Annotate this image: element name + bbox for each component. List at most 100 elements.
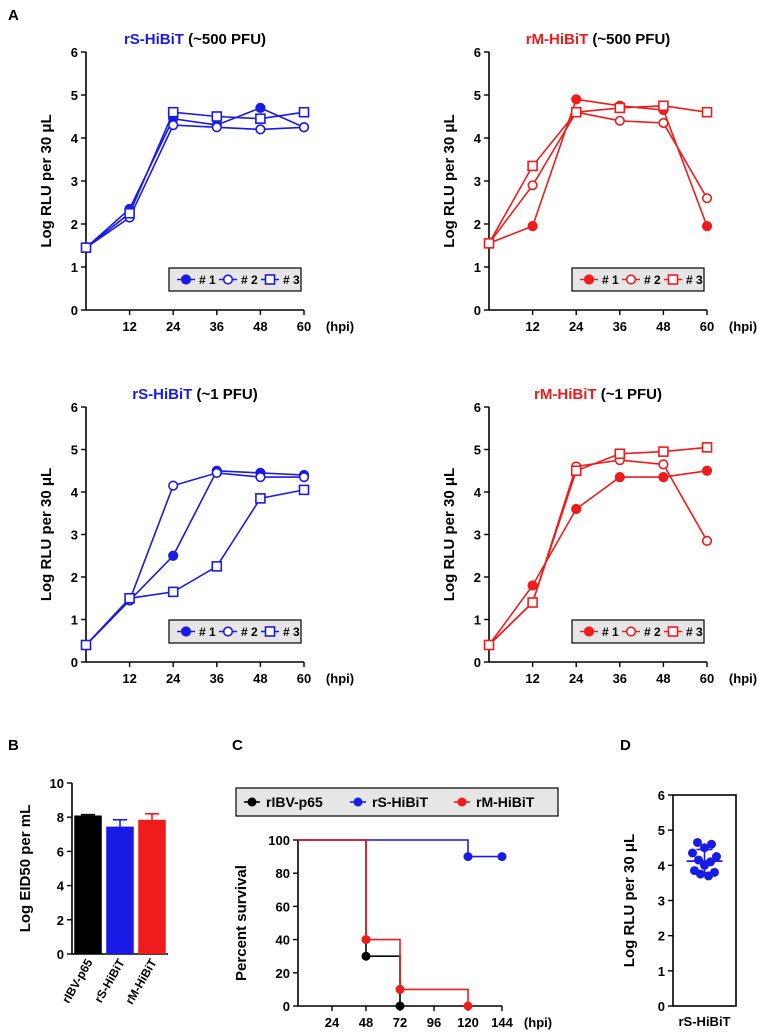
x-tick-label: 60 bbox=[700, 671, 714, 686]
data-point bbox=[701, 193, 713, 204]
data-point bbox=[255, 472, 266, 483]
category-label: rS-HiBiT bbox=[91, 956, 127, 1005]
y-tick-label: 4 bbox=[71, 131, 79, 146]
series-line-2 bbox=[488, 111, 708, 244]
data-point bbox=[211, 467, 222, 478]
survival-point bbox=[361, 935, 371, 945]
x-tick-label: 12 bbox=[122, 671, 136, 686]
data-point bbox=[211, 111, 223, 122]
x-tick-label: 36 bbox=[210, 671, 224, 686]
series-line-1 bbox=[488, 98, 708, 245]
chart-title-strain: rS-HiBiT bbox=[132, 386, 192, 403]
data-point bbox=[483, 238, 495, 249]
y-tick-label: 0 bbox=[658, 999, 665, 1014]
data-point bbox=[124, 207, 135, 219]
y-tick-label: 5 bbox=[474, 443, 481, 458]
x-tick-label: 144 bbox=[491, 1015, 513, 1030]
data-point bbox=[571, 94, 582, 105]
legend-label: rIBV-p65 bbox=[266, 794, 323, 810]
panel-label-b: B bbox=[8, 737, 19, 754]
series-line-3 bbox=[85, 111, 305, 249]
data-point bbox=[168, 480, 179, 491]
legend-label: # 3 bbox=[283, 273, 300, 287]
chart-title-dose: (~500 PFU) bbox=[588, 31, 670, 48]
x-unit-label: (hpi) bbox=[524, 1015, 552, 1030]
y-tick-label: 4 bbox=[474, 485, 482, 500]
x-tick-label: 24 bbox=[569, 319, 584, 334]
y-axis-title: Log RLU per 30 μL bbox=[621, 834, 638, 967]
data-point bbox=[614, 472, 625, 483]
y-tick-label: 6 bbox=[658, 788, 665, 803]
data-point bbox=[658, 459, 669, 470]
x-tick-label: 24 bbox=[569, 671, 584, 686]
legend-label: # 1 bbox=[199, 273, 216, 287]
y-tick-label: 3 bbox=[474, 528, 481, 543]
panel-label-d: D bbox=[620, 737, 631, 754]
x-tick-label: 12 bbox=[122, 319, 136, 334]
x-unit-label: (hpi) bbox=[729, 671, 757, 686]
y-axis-title: Log EID50 per mL bbox=[17, 805, 34, 933]
data-point bbox=[168, 119, 179, 131]
y-tick-label: 100 bbox=[268, 833, 290, 848]
data-point bbox=[701, 535, 713, 546]
data-point bbox=[658, 100, 669, 112]
legend-label: # 3 bbox=[283, 625, 300, 639]
y-tick-label: 1 bbox=[474, 260, 481, 275]
y-tick-label: 2 bbox=[658, 929, 665, 944]
legend-marker bbox=[222, 274, 234, 285]
x-tick-label: 48 bbox=[253, 671, 267, 686]
x-tick-label: 60 bbox=[297, 319, 311, 334]
data-point bbox=[527, 580, 538, 591]
data-point bbox=[658, 117, 669, 129]
data-point bbox=[298, 106, 310, 118]
y-axis-title: Log RLU per 30 μL bbox=[441, 114, 458, 247]
data-point bbox=[693, 837, 702, 847]
y-tick-label: 1 bbox=[658, 964, 665, 979]
survival-point bbox=[395, 1001, 405, 1011]
y-tick-label: 2 bbox=[474, 217, 481, 232]
survival-chart: 0 20 40 60 80 100 24 48 72 96 120 144 (hpi) Percent s… bbox=[233, 787, 559, 1030]
x-tick-label: 72 bbox=[393, 1015, 407, 1030]
plot-frame bbox=[672, 794, 737, 1007]
data-point bbox=[701, 106, 713, 118]
legend-label: # 3 bbox=[686, 273, 703, 287]
x-unit-label: (hpi) bbox=[326, 671, 354, 686]
survival-line bbox=[298, 839, 401, 1006]
x-tick-label: 36 bbox=[210, 319, 224, 334]
panel-label-c: C bbox=[232, 737, 243, 754]
data-point bbox=[707, 839, 716, 849]
x-tick-label: 60 bbox=[297, 671, 311, 686]
y-tick-label: 1 bbox=[71, 260, 78, 275]
legend-label: # 1 bbox=[602, 625, 619, 639]
survival-point bbox=[361, 951, 371, 961]
legend-label: # 2 bbox=[241, 625, 258, 639]
data-point bbox=[571, 503, 582, 515]
data-point bbox=[701, 442, 713, 453]
legend-marker bbox=[264, 274, 276, 285]
category-label: rS-HiBiT bbox=[679, 1014, 731, 1029]
series-line-2 bbox=[488, 459, 708, 646]
x-tick-label: 96 bbox=[427, 1015, 441, 1030]
data-point bbox=[527, 221, 538, 232]
y-tick-label: 4 bbox=[658, 858, 666, 873]
legend-label: # 2 bbox=[644, 273, 661, 287]
x-tick-label: 48 bbox=[656, 319, 670, 334]
data-point bbox=[298, 122, 310, 133]
y-tick-label: 6 bbox=[71, 400, 78, 415]
y-tick-label: 3 bbox=[474, 174, 481, 189]
panel-label-a: A bbox=[8, 7, 19, 24]
data-point bbox=[298, 472, 310, 483]
series-line-1 bbox=[488, 470, 708, 646]
legend-label: # 1 bbox=[199, 625, 216, 639]
x-tick-label: 36 bbox=[613, 319, 627, 334]
data-point bbox=[694, 855, 703, 865]
legend-marker bbox=[247, 797, 257, 807]
data-point bbox=[688, 848, 697, 858]
y-tick-label: 0 bbox=[474, 303, 481, 318]
legend-marker bbox=[180, 274, 192, 285]
y-tick-label: 5 bbox=[474, 88, 481, 103]
legend-label: # 3 bbox=[686, 625, 703, 639]
